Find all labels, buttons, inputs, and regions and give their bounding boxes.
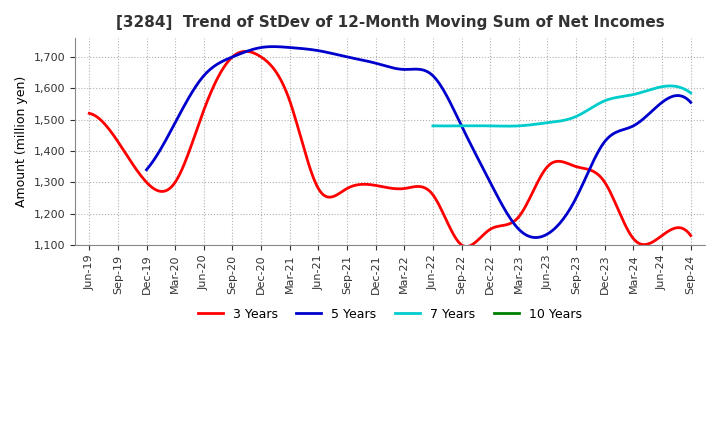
- 3 Years: [443, 220, 451, 225]
- 5 Years: [269, 44, 278, 49]
- 5 Years: [477, 163, 486, 168]
- 5 Years: [531, 235, 540, 240]
- 7 Years: [429, 123, 438, 128]
- Y-axis label: Amount (million yen): Amount (million yen): [15, 76, 28, 207]
- 5 Years: [639, 116, 648, 121]
- 5 Years: [686, 100, 695, 105]
- 7 Years: [588, 105, 596, 110]
- 7 Years: [647, 87, 655, 92]
- 5 Years: [144, 165, 153, 170]
- Line: 5 Years: 5 Years: [146, 47, 690, 238]
- 3 Years: [634, 240, 643, 246]
- 5 Years: [605, 135, 613, 140]
- 7 Years: [428, 123, 437, 128]
- Line: 7 Years: 7 Years: [433, 86, 690, 126]
- 3 Years: [242, 49, 251, 54]
- 5 Years: [466, 141, 474, 147]
- 3 Years: [87, 111, 96, 117]
- 7 Years: [666, 83, 675, 88]
- 7 Years: [582, 108, 590, 114]
- Line: 3 Years: 3 Years: [89, 51, 690, 246]
- Legend: 3 Years, 5 Years, 7 Years, 10 Years: 3 Years, 5 Years, 7 Years, 10 Years: [193, 303, 588, 326]
- 3 Years: [686, 233, 695, 238]
- 7 Years: [583, 108, 592, 113]
- 7 Years: [663, 84, 672, 89]
- 7 Years: [686, 90, 695, 95]
- 3 Years: [455, 240, 464, 246]
- 5 Years: [142, 167, 150, 172]
- 3 Years: [445, 224, 454, 229]
- 3 Years: [596, 174, 605, 179]
- Title: [3284]  Trend of StDev of 12-Month Moving Sum of Net Incomes: [3284] Trend of StDev of 12-Month Moving…: [116, 15, 665, 30]
- 7 Years: [503, 124, 512, 129]
- 3 Years: [85, 111, 94, 116]
- 5 Years: [468, 145, 477, 150]
- 3 Years: [461, 244, 469, 249]
